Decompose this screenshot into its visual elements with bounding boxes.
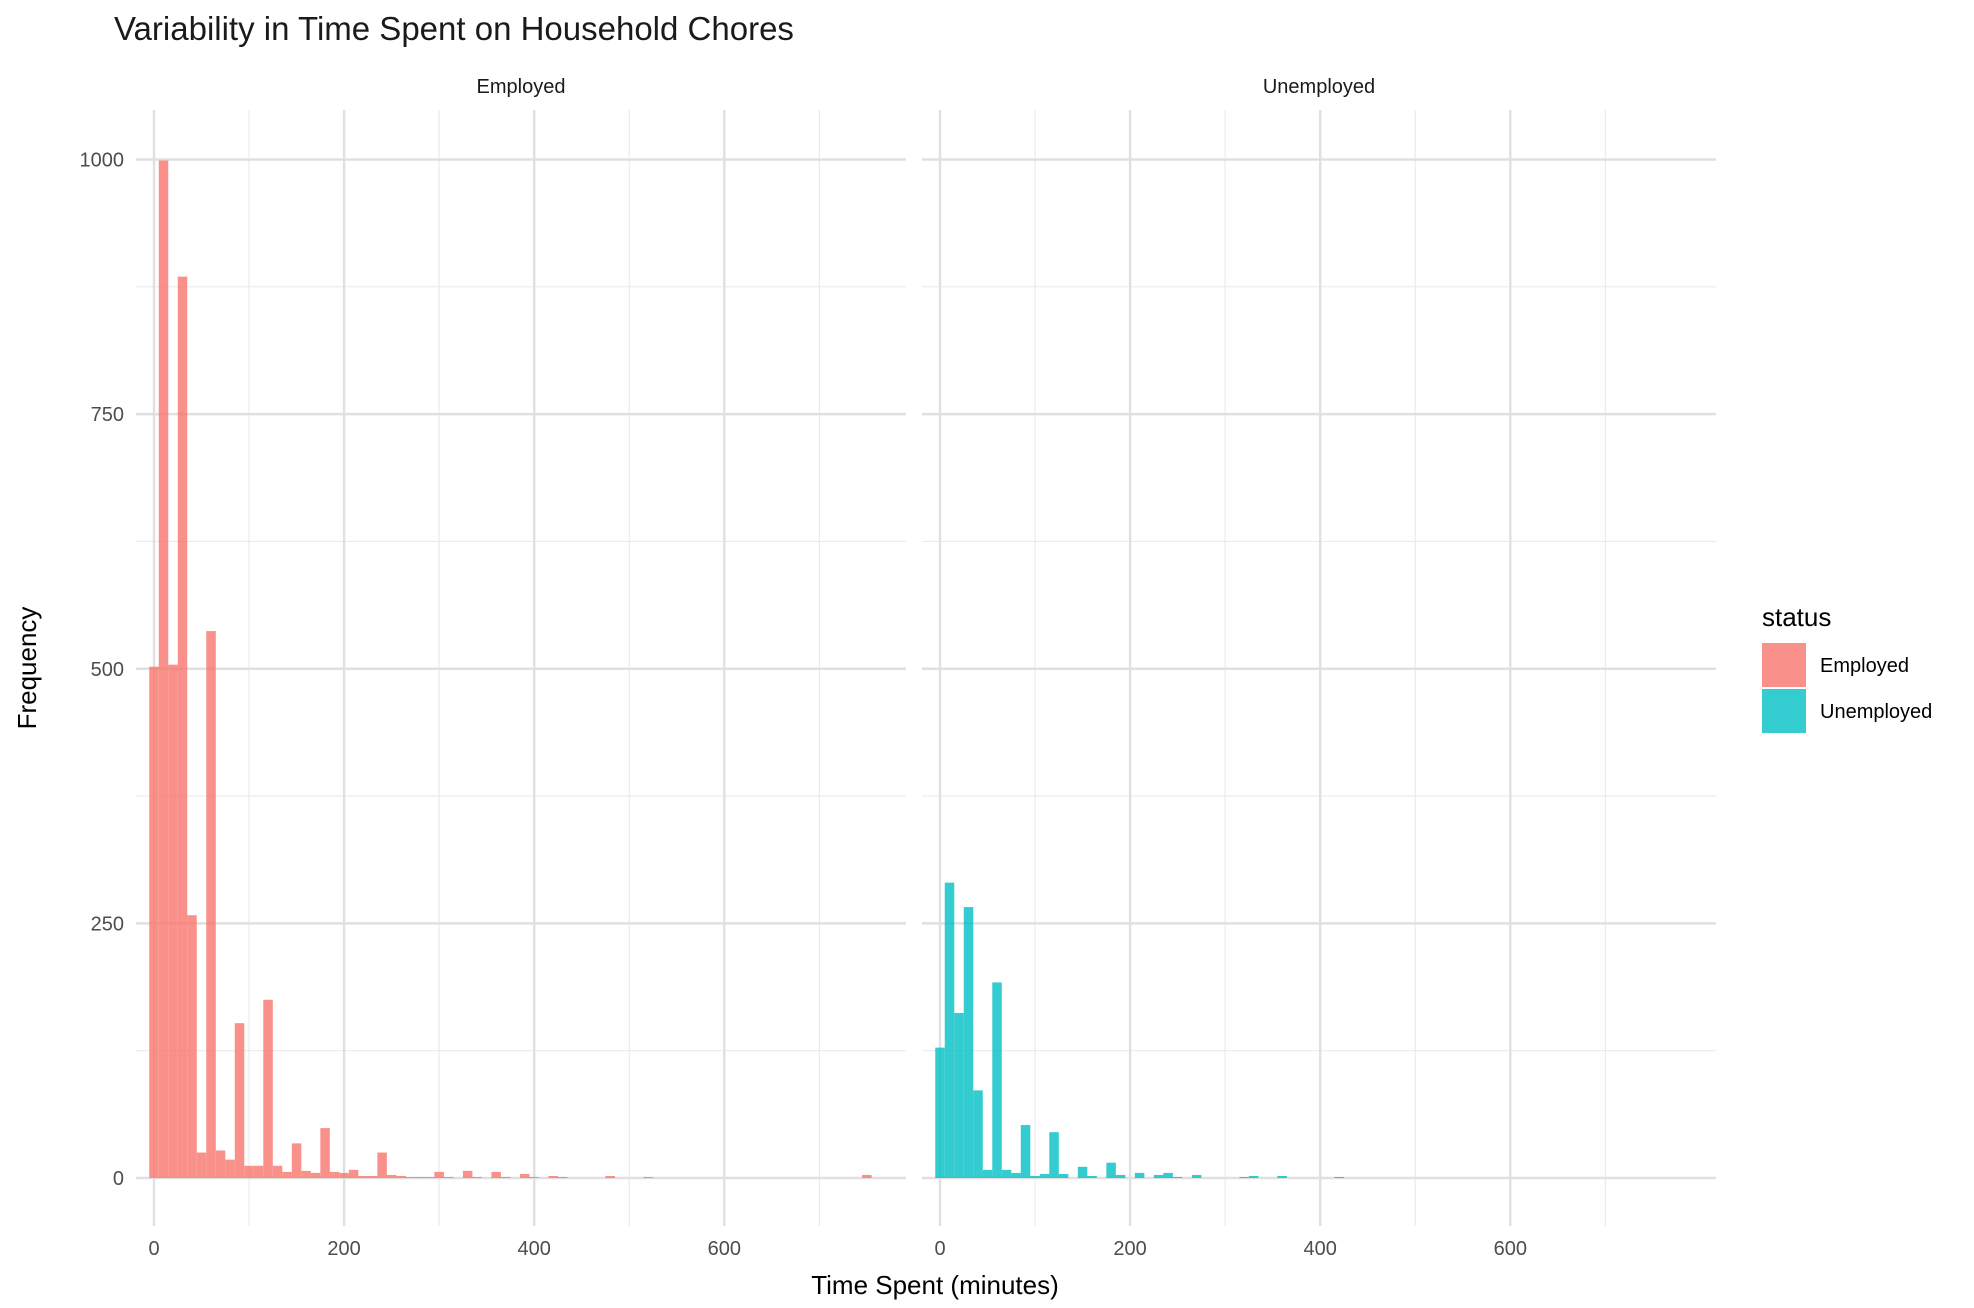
y-tick-label: 1000 [80, 150, 125, 172]
histogram-bar [187, 915, 197, 1178]
histogram-bar [272, 1165, 283, 1178]
facet-label: Unemployed [1263, 76, 1375, 98]
histogram-bar [291, 1143, 302, 1178]
histogram-bar [1134, 1172, 1145, 1178]
histogram-bar [415, 1176, 425, 1178]
panels-layer: Employed 0 200 400 600 Unemployed 0 200 400 600 0 2… [80, 76, 1716, 1260]
histogram-bar [1001, 1169, 1012, 1178]
histogram-bar [982, 1169, 993, 1178]
y-axis-title: Frequency [12, 607, 42, 730]
histogram-bar [1153, 1174, 1164, 1178]
histogram-bar [973, 1090, 983, 1178]
histogram-bar [1087, 1175, 1097, 1178]
histogram-bar [206, 631, 216, 1178]
histogram-bar [1020, 1125, 1031, 1178]
histogram-bar [424, 1176, 435, 1178]
histogram-bar [963, 907, 974, 1178]
histogram-bar [405, 1176, 416, 1178]
legend-title: status [1762, 602, 1831, 632]
histogram-bar [225, 1159, 235, 1178]
histogram-bar [168, 664, 178, 1178]
histogram-bar [320, 1128, 330, 1178]
histogram-bar [462, 1170, 473, 1178]
histogram-bar [1163, 1172, 1173, 1178]
histogram-bar [1239, 1176, 1249, 1178]
histogram-bar [1011, 1172, 1021, 1178]
histogram-bar [935, 1047, 945, 1178]
y-tick-label: 250 [91, 913, 124, 935]
histogram-bar [377, 1152, 387, 1178]
x-tick-label: 0 [148, 1238, 159, 1260]
histogram-bar [1106, 1162, 1116, 1178]
histogram-bar [329, 1171, 340, 1178]
histogram-bar [367, 1175, 378, 1178]
legend-label: Unemployed [1820, 701, 1932, 723]
x-tick-label: 200 [1113, 1238, 1146, 1260]
legend-swatch [1762, 643, 1806, 687]
histogram-bar [1077, 1166, 1088, 1178]
histogram-bar [500, 1176, 511, 1178]
legend-items: Employed Unemployed [1762, 643, 1932, 733]
histogram-bar [339, 1172, 349, 1178]
histogram-bar [491, 1171, 501, 1178]
histogram-bar [519, 1173, 530, 1178]
histogram-bar [263, 999, 273, 1178]
histogram-bar [396, 1175, 406, 1178]
panel-unemployed: Unemployed 0 200 400 600 [922, 76, 1716, 1260]
histogram-bar [253, 1165, 264, 1178]
histogram-bar [149, 666, 159, 1178]
histogram-bar [944, 882, 955, 1178]
histogram-bar [643, 1176, 654, 1178]
histogram-bar [234, 1023, 245, 1178]
chart-title: Variability in Time Spent on Household C… [114, 10, 794, 47]
histogram-bar [215, 1150, 226, 1178]
histogram-bar [434, 1171, 444, 1178]
histogram-bar [1049, 1132, 1059, 1178]
histogram-bar [1191, 1174, 1202, 1178]
legend-label: Employed [1820, 655, 1909, 677]
x-tick-label: 600 [1494, 1238, 1527, 1260]
histogram-bar [1058, 1173, 1069, 1178]
histogram-bar [1248, 1175, 1259, 1178]
histogram-bar [177, 276, 188, 1178]
histogram-bar [386, 1174, 397, 1178]
histogram-bar [158, 160, 169, 1178]
x-axis-title: Time Spent (minutes) [811, 1270, 1059, 1300]
y-tick-label: 750 [91, 404, 124, 426]
histogram-bar [1277, 1175, 1287, 1178]
histogram-bar [548, 1175, 558, 1178]
x-tick-label: 600 [708, 1238, 741, 1260]
histogram-bar [244, 1165, 254, 1178]
y-tick-label: 0 [113, 1168, 124, 1190]
histogram-bar [472, 1176, 482, 1178]
histogram-bar [992, 982, 1002, 1178]
y-tick-label: 500 [91, 659, 124, 681]
histogram-bar [443, 1176, 454, 1178]
histogram-bar [605, 1175, 615, 1178]
histogram-bar [1172, 1176, 1183, 1178]
histogram-bar [1115, 1174, 1126, 1178]
histogram-bar [954, 1013, 964, 1178]
x-tick-label: 400 [518, 1238, 551, 1260]
panel-employed: Employed 0 200 400 600 [136, 76, 906, 1260]
x-tick-label: 400 [1304, 1238, 1337, 1260]
histogram-bar [1030, 1175, 1040, 1178]
facet-label: Employed [477, 76, 566, 98]
histogram-bar [358, 1175, 368, 1178]
histogram-bar [282, 1171, 292, 1178]
histogram-bar [310, 1172, 321, 1178]
histogram-bar [301, 1170, 311, 1178]
legend-swatch [1762, 689, 1806, 733]
histogram-bar [557, 1176, 568, 1178]
histogram-bar [862, 1174, 872, 1178]
histogram-bar [196, 1152, 207, 1178]
histogram-bar [348, 1169, 359, 1178]
histogram-bar [1039, 1173, 1050, 1178]
x-tick-label: 200 [327, 1238, 360, 1260]
legend: status Employed Unemployed [1762, 602, 1932, 733]
x-tick-label: 0 [934, 1238, 945, 1260]
histogram-bar [529, 1176, 539, 1178]
histogram-bar [1334, 1176, 1344, 1178]
